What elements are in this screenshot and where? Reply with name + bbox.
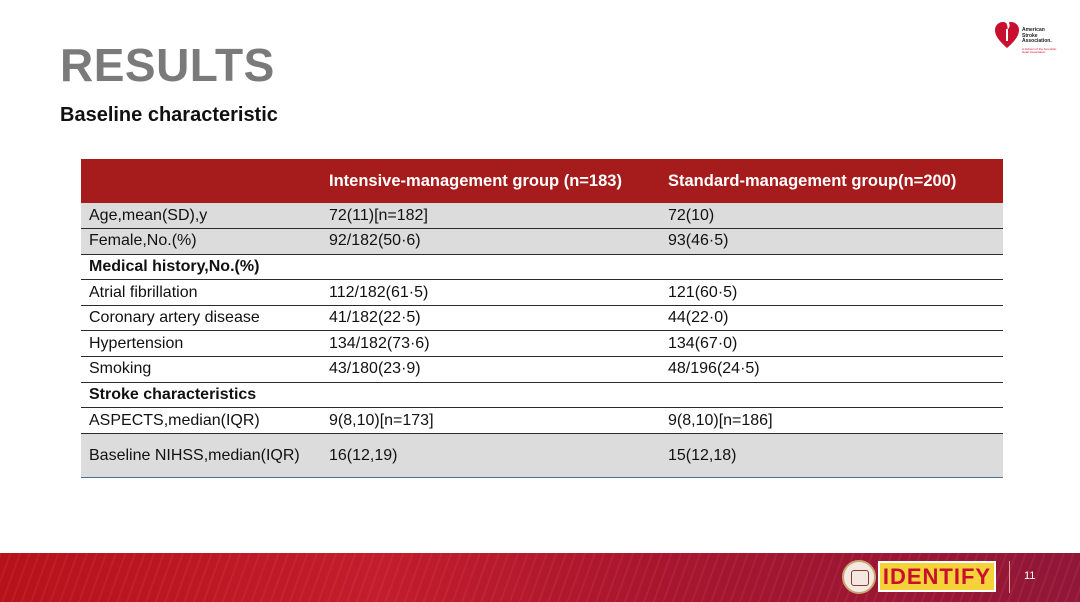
intensive-value: 43/180(23·9)	[321, 356, 660, 383]
table-row: Hypertension 134/182(73·6) 134(67·0)	[81, 330, 1003, 358]
table-header-row: Intensive-management group (n=183) Stand…	[81, 159, 1003, 203]
intensive-value	[321, 254, 660, 281]
intensive-value: 134/182(73·6)	[321, 330, 660, 358]
footer-divider	[1009, 561, 1010, 593]
table-section-row: Stroke characteristics	[81, 382, 1003, 409]
table-row: Female,No.(%) 92/182(50·6) 93(46·5)	[81, 228, 1003, 255]
standard-value: 72(10)	[660, 203, 1003, 230]
identify-logo-text: IDENTIFY	[882, 563, 992, 589]
table-row: Baseline NIHSS,median(IQR) 16(12,19) 15(12…	[81, 433, 1003, 478]
row-label: ASPECTS,median(IQR)	[81, 407, 321, 434]
asa-logo-tagline: A division of the American Heart Associa…	[1022, 47, 1057, 55]
row-label: Female,No.(%)	[81, 228, 321, 255]
standard-value: 134(67·0)	[660, 330, 1003, 358]
university-seal-icon	[842, 560, 876, 594]
row-label: Smoking	[81, 356, 321, 383]
row-label: Stroke characteristics	[81, 382, 321, 409]
intensive-value: 92/182(50·6)	[321, 228, 660, 255]
slide-title: RESULTS	[60, 39, 275, 91]
page-number: 11	[1024, 570, 1036, 582]
row-label: Age,mean(SD),y	[81, 203, 321, 230]
row-label: Coronary artery disease	[81, 305, 321, 332]
table-row: Smoking 43/180(23·9) 48/196(24·5)	[81, 356, 1003, 383]
slide-subtitle: Baseline characteristic	[60, 104, 278, 126]
table-section-row: Medical history,No.(%)	[81, 254, 1003, 281]
standard-value: 121(60·5)	[660, 279, 1003, 306]
american-stroke-association-logo: American Stroke Association. A division …	[994, 14, 1064, 54]
row-label: Medical history,No.(%)	[81, 254, 321, 281]
table-row: Age,mean(SD),y 72(11)[n=182] 72(10)	[81, 203, 1003, 230]
intensive-value: 16(12,19)	[321, 433, 660, 478]
table-header-intensive: Intensive-management group (n=183)	[321, 159, 660, 203]
intensive-value: 9(8,10)[n=173]	[321, 407, 660, 434]
intensive-value: 41/182(22·5)	[321, 305, 660, 332]
heart-torch-icon	[995, 20, 1019, 48]
identify-logo: IDENTIFY	[878, 561, 996, 592]
standard-value	[660, 254, 1003, 281]
asa-logo-wordmark: American Stroke Association.	[1022, 27, 1052, 45]
intensive-value	[321, 382, 660, 409]
row-label: Hypertension	[81, 330, 321, 358]
table-row: ASPECTS,median(IQR) 9(8,10)[n=173] 9(8,10)…	[81, 407, 1003, 434]
baseline-characteristics-table: Intensive-management group (n=183) Stand…	[81, 159, 1003, 478]
table-row: Coronary artery disease 41/182(22·5) 44(22…	[81, 305, 1003, 332]
standard-value: 93(46·5)	[660, 228, 1003, 255]
intensive-value: 72(11)[n=182]	[321, 203, 660, 230]
table-row: Atrial fibrillation 112/182(61·5) 121(60·5…	[81, 279, 1003, 306]
standard-value: 44(22·0)	[660, 305, 1003, 332]
standard-value	[660, 382, 1003, 409]
table-header-empty	[81, 159, 321, 203]
table-header-standard: Standard-management group(n=200)	[660, 159, 1003, 203]
standard-value: 15(12,18)	[660, 433, 1003, 478]
intensive-value: 112/182(61·5)	[321, 279, 660, 306]
standard-value: 48/196(24·5)	[660, 356, 1003, 383]
standard-value: 9(8,10)[n=186]	[660, 407, 1003, 434]
row-label: Atrial fibrillation	[81, 279, 321, 306]
row-label: Baseline NIHSS,median(IQR)	[81, 433, 321, 478]
